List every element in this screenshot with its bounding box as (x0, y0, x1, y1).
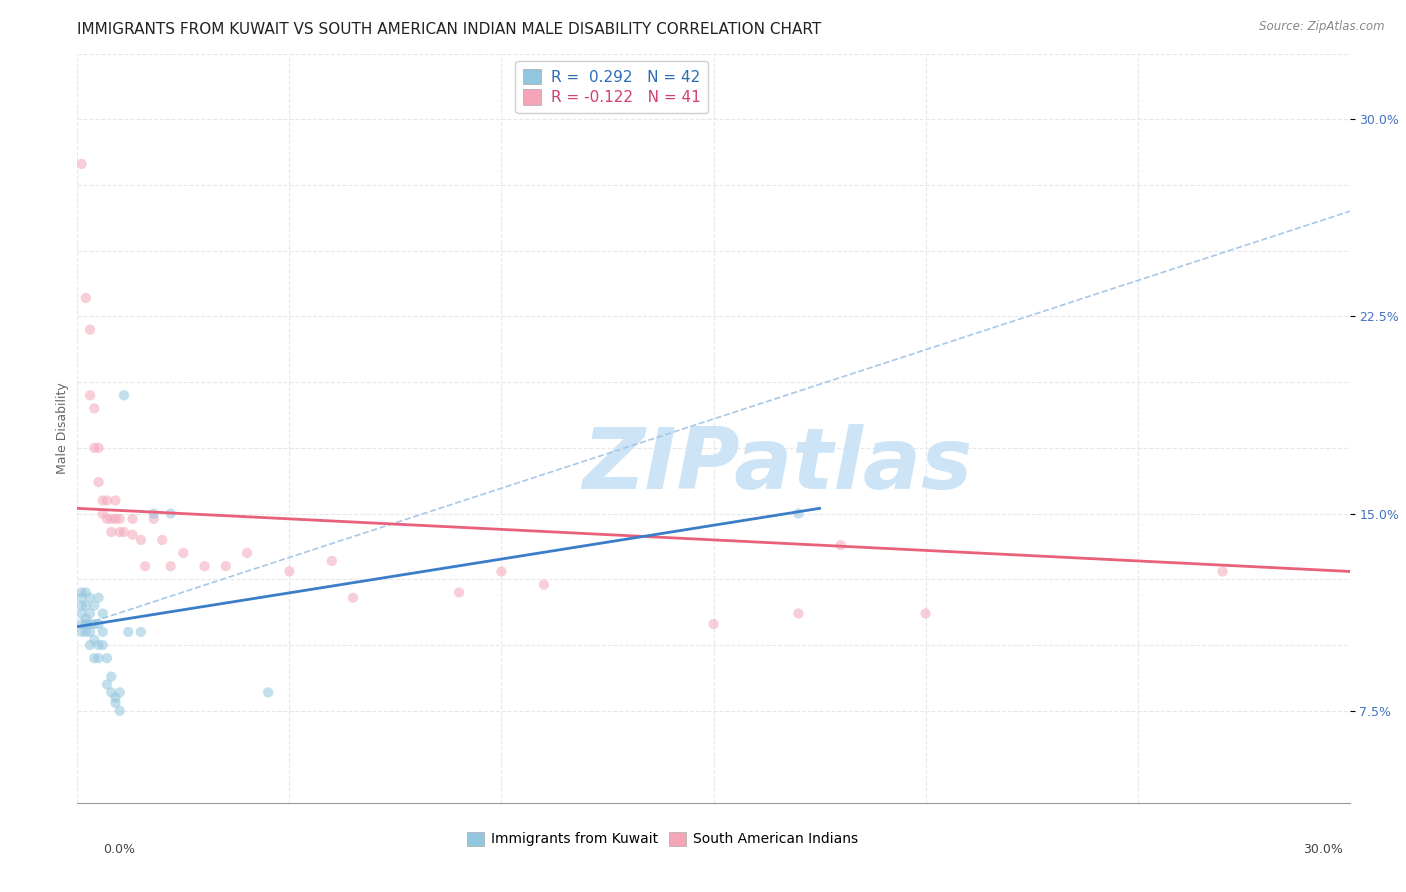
Point (278, 565, 301, 579)
Point (70, 624, 93, 639)
Point (447, 585, 470, 599)
Point (83, 599, 105, 613)
Point (100, 685, 122, 699)
Point (96, 651, 118, 665)
Point (79, 607, 101, 621)
Point (87, 441, 110, 455)
Point (96, 677, 118, 691)
Point (142, 512, 165, 526)
Point (703, 617, 725, 632)
Point (83, 651, 105, 665)
Point (87, 475, 110, 489)
Point (70, 591, 93, 605)
Point (91, 607, 114, 621)
Point (112, 388, 135, 402)
Point (79, 624, 101, 639)
Point (914, 607, 936, 621)
Point (83, 401, 105, 416)
Point (172, 546, 194, 560)
Point (193, 559, 217, 574)
Legend: Immigrants from Kuwait, South American Indians: Immigrants from Kuwait, South American I… (461, 826, 863, 852)
Text: Source: ZipAtlas.com: Source: ZipAtlas.com (1260, 20, 1385, 33)
Point (87, 651, 110, 665)
Point (87, 591, 110, 605)
Y-axis label: Male Disability: Male Disability (56, 383, 69, 474)
Point (491, 565, 513, 579)
Point (83, 632, 105, 647)
Point (100, 670, 122, 684)
Point (129, 533, 152, 547)
Point (79, 638, 101, 652)
Point (108, 685, 131, 699)
Point (75, 291, 97, 305)
Point (150, 533, 173, 547)
Point (79, 388, 101, 402)
Point (112, 524, 135, 539)
Point (83, 441, 105, 455)
Point (121, 527, 143, 541)
Point (830, 538, 852, 552)
Point (159, 507, 181, 521)
Point (91, 638, 114, 652)
Point (91, 493, 114, 508)
Point (79, 591, 101, 605)
Point (104, 690, 127, 705)
Point (75, 585, 97, 599)
Point (1212, 565, 1234, 579)
Point (236, 546, 259, 560)
Point (108, 704, 131, 718)
Point (79, 617, 101, 632)
Point (215, 559, 238, 574)
Text: IMMIGRANTS FROM KUWAIT VS SOUTH AMERICAN INDIAN MALE DISABILITY CORRELATION CHAR: IMMIGRANTS FROM KUWAIT VS SOUTH AMERICAN… (77, 22, 821, 37)
Text: 0.0%: 0.0% (103, 843, 135, 856)
Point (91, 507, 114, 521)
Point (257, 685, 280, 699)
Point (134, 559, 156, 574)
Point (104, 512, 127, 526)
Point (75, 599, 97, 613)
Point (100, 512, 122, 526)
Point (108, 512, 131, 526)
Point (91, 624, 114, 639)
Point (142, 507, 165, 521)
Text: 30.0%: 30.0% (1303, 843, 1343, 856)
Point (159, 559, 181, 574)
Point (70, 599, 93, 613)
Point (87, 617, 110, 632)
Point (75, 612, 97, 626)
Point (104, 696, 127, 710)
Text: ZIPatlas: ZIPatlas (582, 424, 973, 508)
Point (96, 493, 118, 508)
Point (79, 322, 101, 336)
Point (129, 624, 152, 639)
Point (342, 591, 364, 605)
Point (117, 624, 139, 639)
Point (104, 493, 127, 508)
Point (70, 607, 93, 621)
Point (83, 617, 105, 632)
Point (321, 554, 343, 568)
Point (100, 524, 122, 539)
Point (70, 585, 93, 599)
Point (787, 507, 810, 521)
Point (787, 607, 810, 621)
Point (121, 512, 143, 526)
Point (75, 617, 97, 632)
Point (70, 617, 93, 632)
Point (70, 157, 93, 171)
Point (75, 624, 97, 639)
Point (533, 577, 555, 591)
Point (108, 524, 131, 539)
Point (96, 512, 118, 526)
Point (87, 638, 110, 652)
